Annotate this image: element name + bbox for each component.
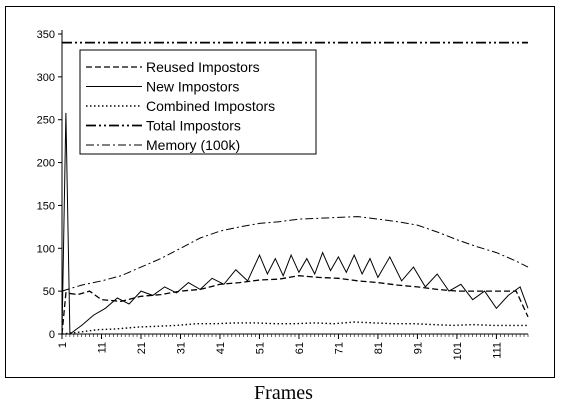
x-tick-label: 71 bbox=[333, 342, 345, 354]
x-tick-label: 61 bbox=[294, 342, 306, 354]
x-tick-label: 11 bbox=[96, 342, 108, 353]
x-tick-label: 91 bbox=[412, 342, 424, 354]
x-tick-label: 21 bbox=[136, 342, 148, 354]
y-tick-label: 150 bbox=[37, 200, 55, 212]
series-line-2 bbox=[61, 112, 529, 335]
y-tick-label: 250 bbox=[37, 115, 55, 127]
series-line-5 bbox=[61, 216, 529, 292]
series-layer bbox=[61, 41, 529, 335]
x-tick-label: 31 bbox=[175, 342, 187, 354]
legend-label: Reused Impostors bbox=[146, 59, 260, 75]
x-tick-label: 41 bbox=[215, 342, 227, 354]
x-tick-label: 111 bbox=[491, 342, 503, 359]
legend-label: Combined Impostors bbox=[146, 98, 275, 114]
legend-label: New Impostors bbox=[146, 79, 239, 95]
y-tick-label: 200 bbox=[37, 158, 55, 170]
legend-label: Memory (100k) bbox=[146, 137, 240, 153]
x-tick-label: 51 bbox=[254, 342, 266, 354]
x-tick-label: 101 bbox=[452, 342, 464, 360]
series-line-3 bbox=[61, 321, 528, 335]
legend-box bbox=[79, 49, 317, 155]
x-tick-label: 81 bbox=[373, 342, 385, 354]
legend-label: Total Impostors bbox=[146, 118, 241, 134]
chart-frame bbox=[5, 6, 555, 378]
legend: Reused Impostors New Impostors Combined Im… bbox=[79, 49, 317, 155]
y-tick-label: 300 bbox=[37, 72, 55, 84]
x-axis-title: Frames bbox=[254, 382, 313, 404]
y-tick-label: 50 bbox=[43, 286, 55, 298]
y-tick-label: 100 bbox=[37, 243, 55, 255]
y-tick-label: 350 bbox=[37, 29, 55, 41]
x-tick-label: 1 bbox=[57, 342, 69, 348]
y-tick-label: 0 bbox=[49, 329, 55, 341]
